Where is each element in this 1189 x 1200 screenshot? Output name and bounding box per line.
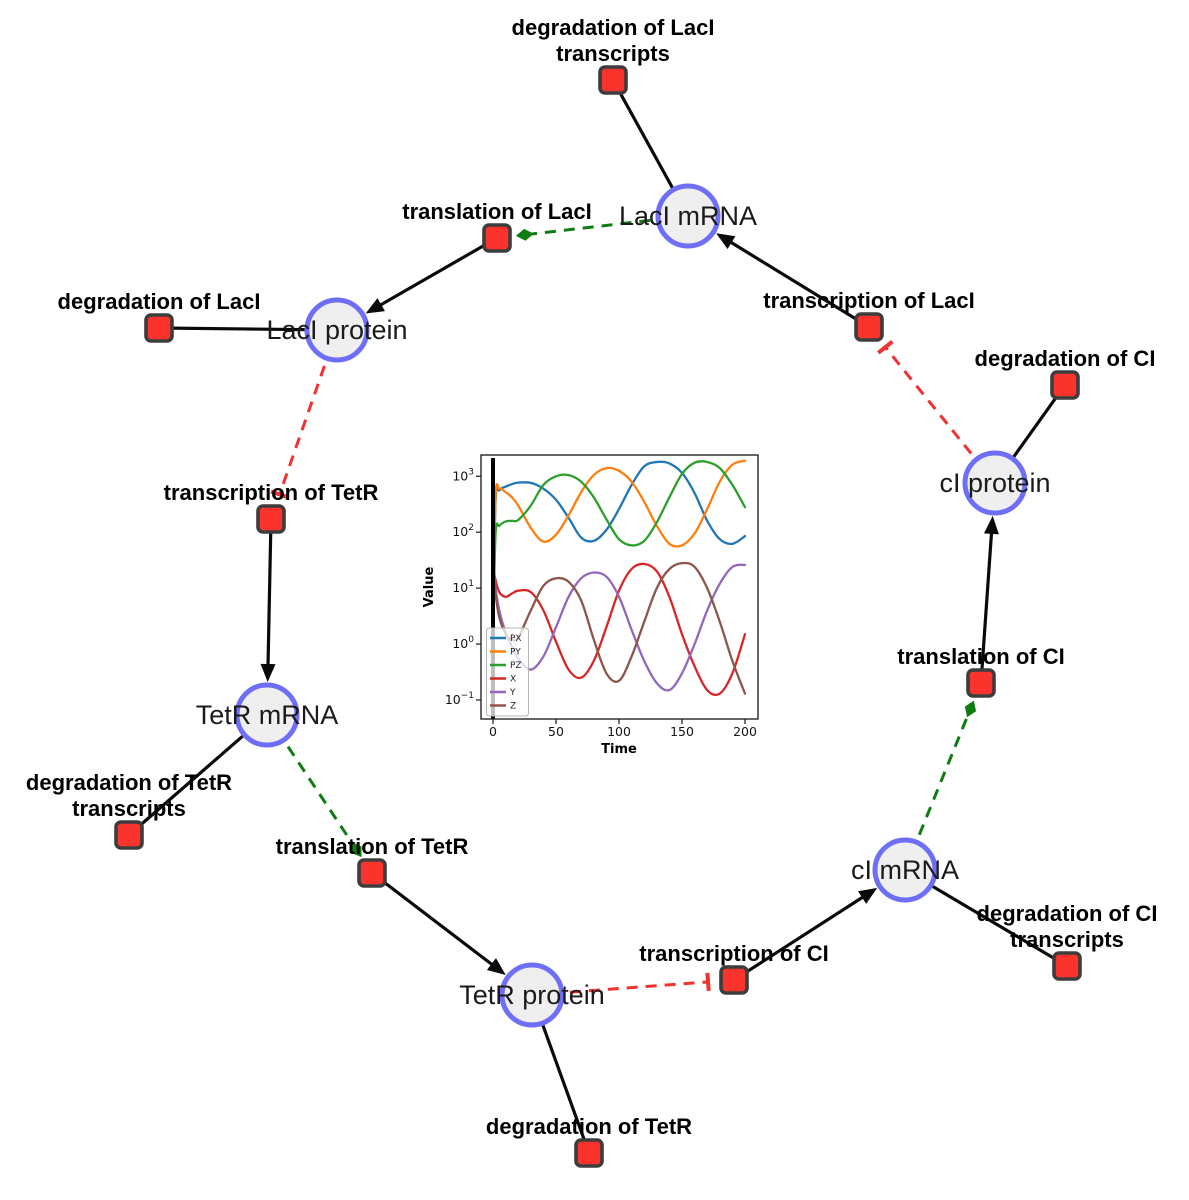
reaction-node-deg_ci_tx bbox=[1052, 951, 1082, 981]
reaction-node-deg_laci bbox=[144, 313, 174, 343]
series-line-PY bbox=[491, 459, 747, 646]
arrowhead-icon bbox=[983, 515, 999, 535]
species-node-laci_protein bbox=[304, 297, 370, 363]
arrowhead-icon bbox=[260, 663, 276, 683]
catalysis-diamond-icon bbox=[964, 700, 977, 718]
legend-label-Y: Y bbox=[509, 688, 516, 698]
catalysis-diamond-icon bbox=[351, 842, 362, 858]
inhibition-tee-icon bbox=[877, 340, 894, 355]
species-node-tetr_mrna bbox=[234, 682, 300, 748]
inhibition-tee-icon bbox=[705, 972, 711, 992]
x-tick-label: 150 bbox=[670, 724, 694, 739]
series-line-PX bbox=[491, 460, 747, 646]
legend-label-X: X bbox=[510, 675, 516, 685]
legend: PX PY PZ XYZ bbox=[486, 627, 529, 717]
arrowhead-icon bbox=[365, 298, 385, 314]
x-tick-label: 200 bbox=[733, 724, 757, 739]
species-node-ci_mrna bbox=[872, 837, 938, 903]
legend-label-Z: Z bbox=[510, 702, 516, 712]
species-node-ci_protein bbox=[962, 450, 1028, 516]
inhibition-tee-icon bbox=[270, 489, 289, 500]
edge-production-txn_laci-laci_mrna bbox=[716, 233, 870, 329]
arrowhead-icon bbox=[858, 887, 878, 904]
y-tick-label: 100 bbox=[452, 635, 474, 651]
arrowhead-icon bbox=[716, 233, 736, 250]
x-tick-label: 50 bbox=[548, 724, 564, 739]
reaction-node-deg_ci bbox=[1050, 370, 1080, 400]
reaction-node-deg_tetr bbox=[574, 1138, 604, 1168]
series-line-X bbox=[491, 562, 747, 697]
reaction-node-txn_ci bbox=[719, 965, 749, 995]
reaction-node-transl_ci bbox=[966, 668, 996, 698]
y-tick-label: 10−1 bbox=[445, 691, 474, 707]
reaction-node-deg_tetr_tx bbox=[114, 820, 144, 850]
legend-label-PX: PX bbox=[510, 634, 522, 644]
legend-label-PY: PY bbox=[510, 648, 521, 658]
reaction-node-txn_tetr bbox=[256, 504, 286, 534]
reaction-node-txn_laci bbox=[854, 312, 884, 342]
x-axis-title: Time bbox=[601, 742, 637, 757]
arrowhead-icon bbox=[486, 958, 506, 975]
y-axis-title: Value bbox=[422, 566, 437, 607]
species-node-laci_mrna bbox=[655, 183, 721, 249]
reaction-node-transl_laci bbox=[482, 223, 512, 253]
inset-chart: PX PY PZ XYZ 0 50 100 150 200 103 102 101 100 10−1 Tim… bbox=[420, 437, 765, 767]
y-tick-label: 103 bbox=[452, 467, 474, 483]
y-tick-label: 102 bbox=[452, 523, 474, 539]
reaction-node-transl_tetr bbox=[357, 858, 387, 888]
legend-label-PZ: PZ bbox=[510, 661, 522, 671]
edge-production-transl_tetr-tetr_protein bbox=[371, 871, 506, 975]
edge-production-transl_laci-laci_protein bbox=[365, 236, 498, 314]
edge-production-txn_tetr-tetr_mrna bbox=[260, 518, 276, 683]
species-node-tetr_protein bbox=[499, 962, 565, 1028]
x-tick-label: 0 bbox=[489, 724, 497, 739]
x-tick-label: 100 bbox=[607, 724, 631, 739]
edge-production-txn_ci-ci_mrna bbox=[733, 887, 878, 982]
series-line-PZ bbox=[491, 460, 747, 646]
catalysis-diamond-icon bbox=[515, 228, 534, 241]
reaction-node-deg_laci_tx bbox=[598, 65, 628, 95]
edge-production-transl_ci-ci_protein bbox=[979, 515, 999, 684]
y-tick-label: 101 bbox=[452, 579, 474, 595]
